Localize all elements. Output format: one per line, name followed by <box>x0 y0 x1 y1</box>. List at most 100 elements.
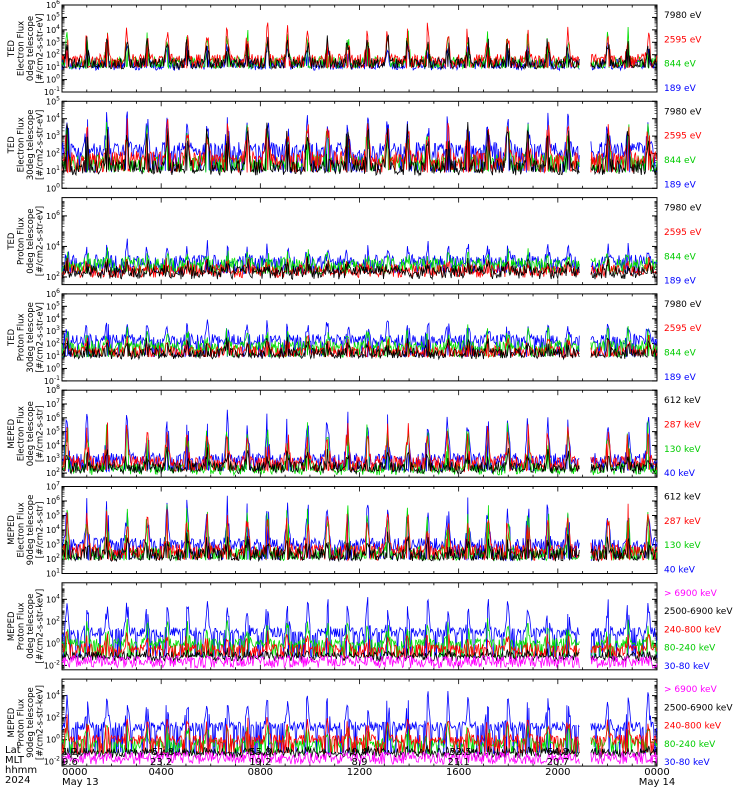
row-title-year: 2024 <box>5 775 31 786</box>
y-tick-label: 104 <box>46 593 60 604</box>
x-mlt-label: 8.9 <box>352 757 368 768</box>
series-trace-40-kev <box>61 409 658 474</box>
y-axis-label: MEPEDProton Flux90deg telescope[#/cm2-s-… <box>7 685 46 760</box>
y-tick-label: 106 <box>46 288 60 299</box>
x-time-label: 0800 <box>248 767 273 778</box>
x-lat-label: 1.2 <box>62 747 78 758</box>
legend-entry: 2500-6900 keV <box>664 703 733 713</box>
series-trace-2500-6900-kev <box>61 744 658 760</box>
y-tick-label: 102 <box>46 615 60 626</box>
x-lat-label: -51.8 <box>148 747 174 758</box>
y-axis-label: TEDElectron Flux0deg telescope[#/cm2-s-s… <box>7 13 46 83</box>
y-tick-label: 100 <box>46 74 60 85</box>
y-tick-label: 104 <box>46 240 60 251</box>
y-tick-label: 100 <box>46 734 60 745</box>
series-trace-612-kev <box>61 446 658 475</box>
y-tick-label: 105 <box>46 11 60 22</box>
legend-entry: 7980 eV <box>664 204 702 214</box>
y-tick-label: 100 <box>46 637 60 648</box>
y-axis-label: TEDElectron Flux30deg telescope[#/cm2-s-… <box>7 109 46 180</box>
y-tick-label: 104 <box>46 439 60 450</box>
y-tick-label: 108 <box>46 384 60 395</box>
legend-entry: 844 eV <box>664 156 697 166</box>
y-tick-label: 101 <box>46 568 60 579</box>
y-tick-label: 102 <box>46 148 60 159</box>
y-tick-label: 102 <box>46 467 60 478</box>
legend-entry: > 6900 keV <box>664 685 718 695</box>
legend-entry: 7980 eV <box>664 107 702 117</box>
series-trace-7980-ev <box>61 336 658 361</box>
legend-entry: 612 keV <box>664 396 701 406</box>
y-tick-label: 103 <box>46 325 60 336</box>
y-tick-label: 103 <box>46 453 60 464</box>
x-date-label: May 13 <box>62 777 99 788</box>
legend-entry: 844 eV <box>664 349 697 359</box>
x-lat-label: 64.8 <box>547 747 569 758</box>
legend-entry: 2595 eV <box>664 324 702 334</box>
legend-entry: 130 keV <box>664 445 701 455</box>
legend-entry: 7980 eV <box>664 11 702 21</box>
y-tick-label: 104 <box>46 313 60 324</box>
series-trace-189-ev <box>61 319 658 358</box>
row-title-hhmm: hhmm <box>5 765 38 776</box>
legend-entry: 2500-6900 keV <box>664 607 733 617</box>
legend-entry: 2595 eV <box>664 228 702 238</box>
series-trace-612-kev <box>61 531 658 563</box>
y-tick-label: 105 <box>46 510 60 521</box>
y-tick-label: 100 <box>46 362 60 373</box>
legend-entry: 30-80 keV <box>664 758 710 768</box>
y-tick-label: 106 <box>46 495 60 506</box>
y-tick-label: 106 <box>46 210 60 221</box>
y-tick-label: 104 <box>46 690 60 701</box>
legend-entry: 2595 eV <box>664 35 702 45</box>
y-tick-label: 102 <box>46 553 60 564</box>
x-time-label: 0000 <box>62 767 87 778</box>
y-tick-label: 103 <box>46 130 60 141</box>
series-trace--6900-kev <box>61 654 658 670</box>
x-time-label: 0400 <box>148 767 173 778</box>
series-trace--6900-kev <box>61 750 658 766</box>
x-time-label: 1200 <box>347 767 372 778</box>
series-trace-287-kev <box>61 422 658 473</box>
legend-entry: 844 eV <box>664 60 697 70</box>
x-lat-label: 55.8 <box>249 747 271 758</box>
y-tick-label: 102 <box>46 338 60 349</box>
x-lat-label: -52.5 <box>446 747 472 758</box>
y-axis-label: MEPEDElectron Flux90deg telescope[#/cm2-… <box>7 495 46 566</box>
legend-entry: 130 keV <box>664 541 701 551</box>
y-tick-label: 10-1 <box>44 86 60 97</box>
legend-entry: 189 eV <box>664 180 697 190</box>
y-tick-label: 107 <box>46 481 60 492</box>
legend-entry: 844 eV <box>664 252 697 262</box>
legend-entry: 80-240 keV <box>664 740 716 750</box>
legend-entry: 40 keV <box>664 469 696 479</box>
legend-entry: 189 eV <box>664 84 697 94</box>
y-axis-label: MEPEDProton Flux0deg telescope[#/cm2-s-s… <box>7 589 46 664</box>
y-tick-label: 104 <box>46 24 60 35</box>
plot-frame <box>61 293 658 382</box>
x-date-label: May 14 <box>639 777 676 788</box>
legend-entry: 240-800 keV <box>664 722 722 732</box>
legend-entry: 80-240 keV <box>664 644 716 654</box>
x-time-label: 1600 <box>446 767 471 778</box>
y-tick-label: 106 <box>46 0 60 10</box>
y-tick-label: 105 <box>46 300 60 311</box>
y-tick-label: 102 <box>46 271 60 282</box>
x-lat-label: 0.4 <box>352 747 368 758</box>
y-tick-label: 102 <box>46 49 60 60</box>
y-tick-label: 105 <box>46 95 60 106</box>
y-axis-label: TEDProton Flux30deg telescope[#/cm2-s-st… <box>7 302 46 373</box>
y-tick-label: 101 <box>46 61 60 72</box>
y-tick-label: 107 <box>46 398 60 409</box>
y-tick-label: 104 <box>46 524 60 535</box>
x-mlt-label: 9.6 <box>62 757 78 768</box>
series-trace-7980-ev <box>61 121 658 177</box>
legend-entry: 240-800 keV <box>664 625 722 635</box>
y-tick-label: 100 <box>46 182 60 193</box>
x-time-label: 2000 <box>545 767 570 778</box>
